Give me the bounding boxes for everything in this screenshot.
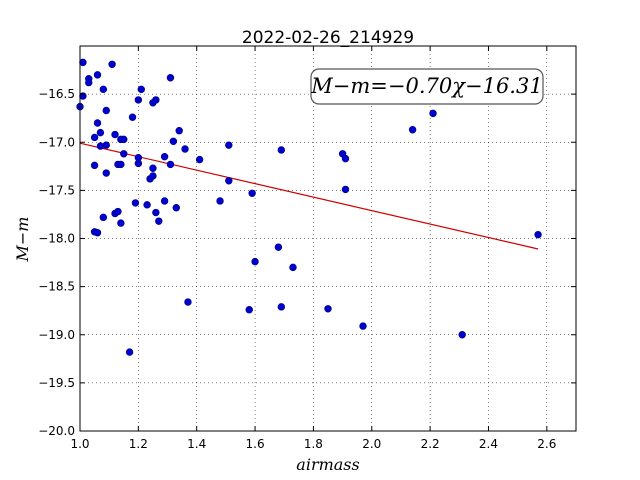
x-tick-label: 1.0 [70, 437, 89, 451]
data-point [99, 213, 108, 222]
annotation-box [310, 68, 544, 105]
data-point [93, 71, 102, 79]
y-tick-label: −20.0 [38, 424, 75, 438]
data-point [169, 137, 178, 145]
data-point [93, 229, 102, 237]
data-point [85, 78, 93, 87]
data-point [114, 207, 122, 216]
y-tick-label: −18.0 [38, 232, 75, 246]
x-tick-label: 1.6 [246, 437, 265, 451]
data-point [102, 141, 110, 149]
data-point [131, 199, 140, 207]
data-point [99, 85, 108, 94]
data-point [274, 243, 283, 251]
data-point [117, 219, 125, 227]
fit-line-layer [79, 142, 539, 250]
y-axis-label: M−m [13, 217, 32, 263]
data-point [534, 230, 542, 239]
x-tick-label: 2.0 [362, 437, 381, 451]
data-point [166, 74, 175, 82]
chart-title: 2022-02-26_214929 [242, 28, 414, 48]
data-point [359, 322, 367, 330]
data-point [248, 189, 256, 197]
data-point [102, 106, 110, 115]
data-point [102, 169, 110, 177]
annotation-text: M−m=−0.70χ−16.31 [310, 74, 542, 98]
x-axis-label: airmass [296, 455, 359, 474]
data-point [152, 96, 160, 104]
x-tick-label: 1.2 [129, 437, 148, 451]
axis-ticks: 1.0 1.2 1.4 1.6 1.8 2.0 2.2 2.4 2.6 −16.5 −17.0 −17… [38, 46, 576, 451]
data-point [341, 185, 350, 194]
data-point [137, 85, 145, 94]
y-tick-label: −17.5 [38, 183, 75, 197]
data-point [166, 160, 175, 169]
x-tick-label: 2.2 [421, 437, 440, 451]
data-point [117, 160, 125, 169]
y-tick-label: −18.5 [38, 280, 75, 294]
data-point [90, 161, 99, 170]
data-point [149, 164, 157, 172]
data-point [458, 331, 466, 339]
data-point [79, 58, 87, 67]
data-point [93, 119, 102, 127]
y-tick-label: −19.5 [38, 376, 75, 390]
y-tick-label: −16.5 [38, 87, 75, 101]
x-tick-label: 1.8 [304, 437, 323, 451]
data-point [120, 150, 128, 158]
fit-annotation: M−m=−0.70χ−16.31 [310, 68, 544, 105]
data-point [120, 135, 128, 144]
data-point [245, 306, 253, 314]
y-tick-label: −19.0 [38, 328, 75, 342]
data-point [184, 298, 192, 306]
data-point [429, 109, 437, 118]
data-point [195, 155, 204, 164]
data-point [172, 204, 180, 212]
data-point [225, 177, 233, 185]
x-tick-label: 2.4 [479, 437, 498, 451]
data-point [160, 197, 169, 205]
data-point [90, 133, 99, 142]
data-points [76, 58, 542, 356]
y-tick-label: −17.0 [38, 135, 75, 149]
data-point [134, 159, 143, 168]
data-point [277, 146, 286, 154]
fit-line [79, 142, 539, 250]
data-point [181, 145, 189, 153]
data-point [225, 141, 233, 149]
data-point [277, 303, 286, 311]
data-point [251, 257, 259, 266]
data-point [175, 126, 183, 135]
data-point [216, 197, 224, 205]
data-point [289, 263, 297, 272]
data-point [160, 152, 169, 161]
data-point [128, 113, 137, 121]
data-point [408, 126, 417, 134]
data-point [324, 305, 332, 313]
data-point [108, 60, 116, 68]
data-point [134, 96, 143, 104]
data-point [125, 348, 134, 356]
data-point [149, 172, 157, 180]
x-tick-label: 2.6 [537, 437, 556, 451]
x-tick-label: 1.4 [187, 437, 206, 451]
data-point [143, 201, 151, 209]
data-point [341, 154, 350, 163]
data-point [152, 208, 160, 217]
data-point [155, 217, 163, 225]
data-point [96, 128, 105, 137]
data-point [111, 130, 119, 139]
